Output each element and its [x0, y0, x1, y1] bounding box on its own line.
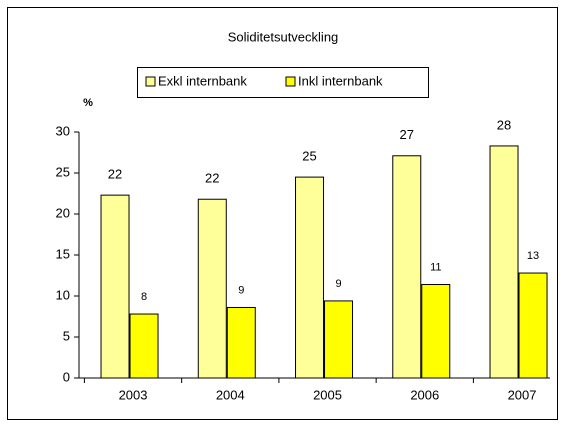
value-label: 11 — [430, 261, 441, 273]
value-label: 13 — [527, 250, 539, 262]
value-label: 22 — [108, 167, 122, 182]
chart-title: Soliditetsutveckling — [228, 29, 339, 44]
y-tick-label: 25 — [56, 164, 70, 179]
value-label: 25 — [302, 149, 316, 164]
x-tick-label: 2005 — [313, 387, 342, 402]
value-label: 27 — [400, 127, 414, 142]
x-tick-label: 2004 — [216, 387, 245, 402]
bar — [226, 306, 256, 379]
bar — [295, 176, 325, 379]
bar — [100, 194, 130, 379]
legend-label: Exkl internbank — [158, 73, 247, 88]
bar — [197, 198, 227, 379]
value-label: 9 — [238, 284, 244, 296]
y-tick-label: 10 — [56, 287, 70, 302]
bar — [518, 272, 548, 379]
value-label: 28 — [497, 117, 511, 132]
y-tick-label: 5 — [63, 328, 70, 343]
bar — [421, 284, 451, 379]
bar — [392, 155, 422, 379]
legend-label: Inkl internbank — [298, 73, 383, 88]
value-label: 22 — [205, 171, 219, 186]
x-tick-label: 2006 — [410, 387, 439, 402]
x-tick-label: 2007 — [508, 387, 537, 402]
value-label: 9 — [335, 278, 341, 290]
legend-swatch — [285, 76, 296, 87]
legend-box — [137, 67, 429, 98]
bar — [129, 313, 159, 379]
legend-swatch — [145, 76, 156, 87]
y-tick-label: 15 — [56, 246, 70, 261]
x-tick-label: 2003 — [119, 387, 148, 402]
y-tick-label: 30 — [56, 123, 70, 138]
y-tick-label: 20 — [56, 205, 70, 220]
bar — [489, 145, 519, 379]
y-axis-label: % — [83, 97, 93, 109]
bar — [324, 300, 354, 379]
y-tick-label: 0 — [63, 369, 70, 384]
value-label: 8 — [141, 291, 147, 303]
